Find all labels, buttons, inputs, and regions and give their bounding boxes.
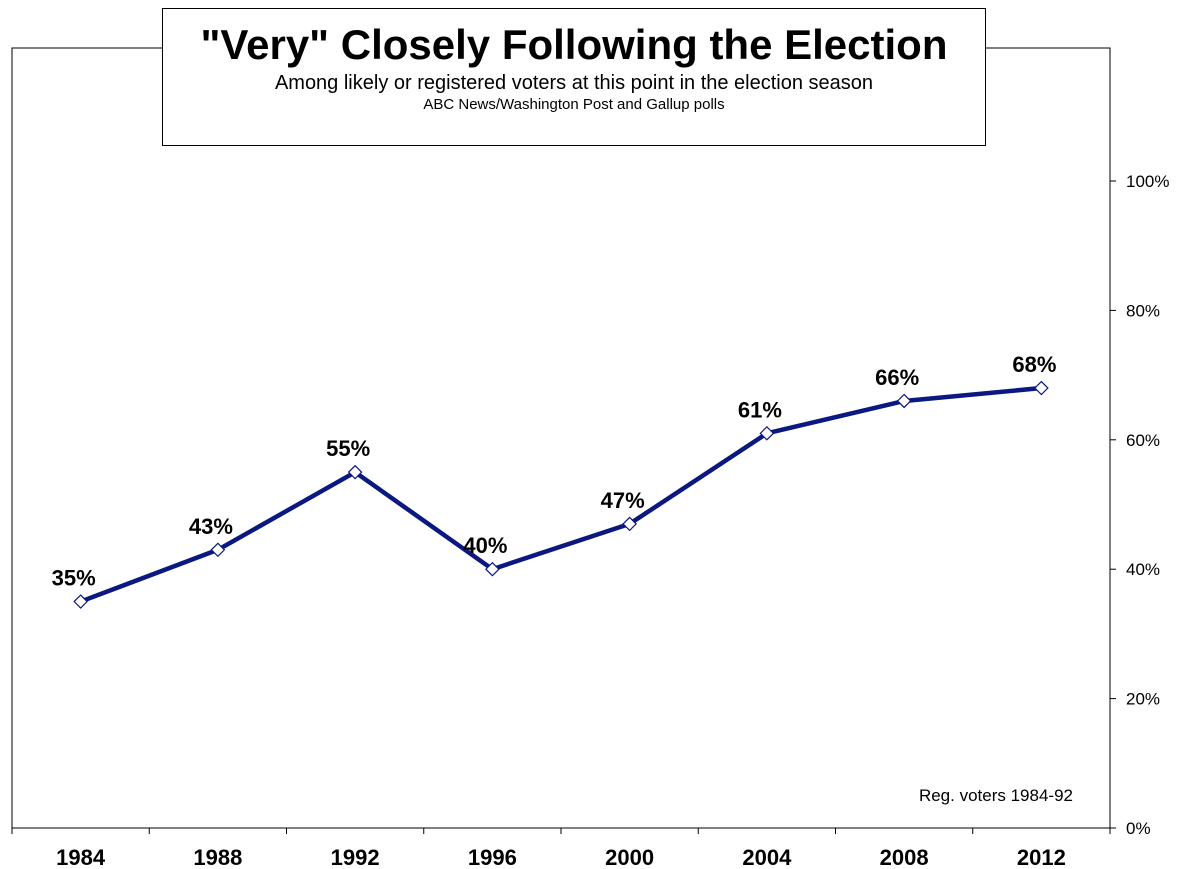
plot-area-border xyxy=(11,47,1111,829)
y-axis: 0% 20% 40% 60% 80% 100% xyxy=(1110,172,1169,838)
data-label: 40% xyxy=(463,533,507,558)
data-point-marker xyxy=(347,464,363,480)
data-label: 47% xyxy=(601,488,645,513)
y-tick-label: 80% xyxy=(1126,301,1160,320)
data-point-marker xyxy=(759,425,775,441)
y-tick-label: 20% xyxy=(1126,690,1160,709)
data-label: 66% xyxy=(875,365,919,390)
x-axis: 1984 1988 1992 1996 2000 2004 2008 2012 xyxy=(11,828,1111,869)
x-tick-label: 2000 xyxy=(605,845,654,869)
title-box: "Very" Closely Following the Election Am… xyxy=(162,8,986,146)
y-tick-label: 40% xyxy=(1126,560,1160,579)
chart-source: ABC News/Washington Post and Gallup poll… xyxy=(423,96,725,113)
data-point-marker xyxy=(1034,380,1049,396)
data-point-marker xyxy=(622,516,637,532)
data-label: 61% xyxy=(738,397,782,422)
x-tick-label: 2004 xyxy=(742,845,792,869)
data-point-marker xyxy=(210,542,226,558)
y-tick-label: 60% xyxy=(1126,431,1160,450)
data-label: 35% xyxy=(52,566,96,591)
x-tick-label: 2008 xyxy=(880,845,929,869)
y-tick-label: 100% xyxy=(1126,172,1169,191)
x-tick-label: 1988 xyxy=(193,845,242,869)
x-tick-label: 1984 xyxy=(56,845,106,869)
data-label: 55% xyxy=(326,436,370,461)
y-tick-label: 0% xyxy=(1126,819,1151,838)
x-tick-label: 1992 xyxy=(331,845,380,869)
chart-subtitle: Among likely or registered voters at thi… xyxy=(274,72,874,94)
x-tick-label: 1996 xyxy=(468,845,517,869)
annotation-note: Reg. voters 1984-92 xyxy=(919,786,1073,805)
data-label: 68% xyxy=(1012,352,1056,377)
data-label: 43% xyxy=(189,514,233,539)
x-tick-label: 2012 xyxy=(1017,845,1066,869)
data-point-marker xyxy=(896,393,912,409)
series-path xyxy=(79,385,1042,604)
data-point-marker xyxy=(73,594,88,609)
data-point-marker xyxy=(485,561,500,577)
chart-title: "Very" Closely Following the Election xyxy=(200,21,948,68)
series-line: 35% 43% 55% 40% 47% 61% 66% 68% xyxy=(52,352,1056,609)
